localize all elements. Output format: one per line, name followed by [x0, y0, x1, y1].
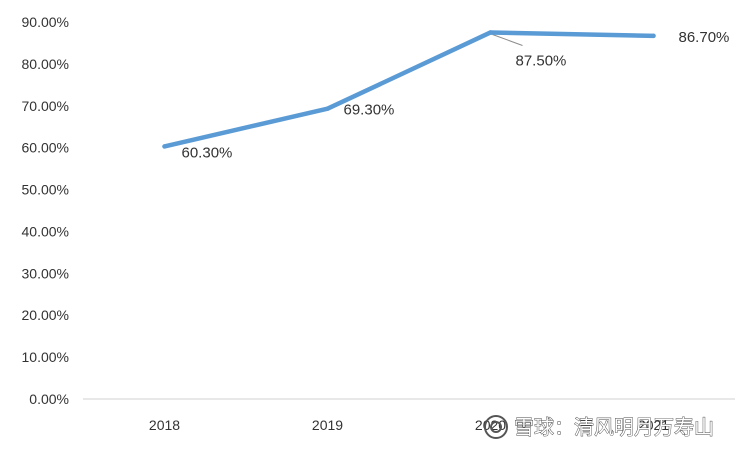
- x-tick-label: 2021: [638, 417, 669, 433]
- data-point: [162, 144, 167, 149]
- watermark: 雪球：清风明月万寿山: [484, 415, 714, 439]
- snowball-logo-icon: [484, 415, 508, 439]
- y-tick-label: 60.00%: [22, 140, 69, 156]
- data-label: 87.50%: [516, 52, 567, 69]
- leader-lines: [492, 34, 523, 46]
- data-point: [325, 106, 330, 111]
- data-label: 60.30%: [182, 144, 233, 161]
- data-label: 69.30%: [344, 102, 395, 119]
- watermark-text: 雪球：清风明月万寿山: [514, 415, 714, 439]
- data-labels: 60.30% 69.30% 87.50% 86.70%: [182, 29, 730, 162]
- series-group: [162, 30, 656, 149]
- y-tick-label: 10.00%: [22, 349, 69, 365]
- y-tick-label: 70.00%: [22, 98, 69, 114]
- data-label: 86.70%: [679, 29, 730, 46]
- y-tick-label: 40.00%: [22, 223, 69, 239]
- y-axis-ticks: 0.00% 10.00% 20.00% 30.00% 40.00% 50.00% 60.00…: [22, 14, 69, 407]
- series-line: [162, 30, 656, 149]
- y-tick-label: 0.00%: [29, 391, 69, 407]
- data-point: [651, 33, 656, 39]
- y-tick-label: 30.00%: [22, 265, 69, 281]
- y-tick-label: 80.00%: [22, 56, 69, 72]
- data-point: [488, 30, 493, 35]
- x-tick-label: 2019: [312, 417, 343, 433]
- y-tick-label: 20.00%: [22, 307, 69, 323]
- leader-line: [492, 34, 523, 46]
- y-tick-label: 90.00%: [22, 14, 69, 30]
- x-tick-label: 2018: [149, 417, 180, 433]
- y-tick-label: 50.00%: [22, 182, 69, 198]
